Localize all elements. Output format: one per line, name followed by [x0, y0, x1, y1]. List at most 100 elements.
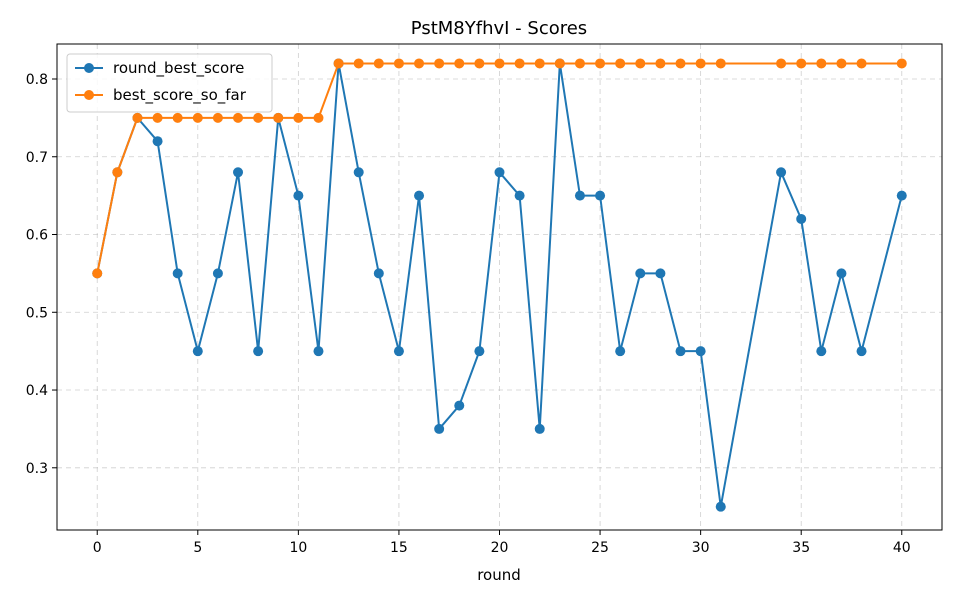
data-point: [615, 58, 626, 69]
x-tick-label: 10: [289, 540, 307, 556]
x-tick-label: 5: [193, 540, 202, 556]
data-point: [655, 58, 666, 69]
data-point: [816, 346, 827, 357]
legend-marker: [84, 90, 94, 100]
data-point: [393, 58, 404, 69]
data-point: [393, 346, 404, 357]
data-point: [675, 58, 686, 69]
data-point: [192, 112, 203, 123]
data-point: [695, 58, 706, 69]
data-point: [353, 58, 364, 69]
data-point: [715, 501, 726, 512]
x-axis: 0 5 10 15 20 25 30 35 40: [93, 530, 911, 556]
data-point: [655, 268, 666, 279]
data-point: [233, 112, 244, 123]
data-point: [574, 190, 585, 201]
data-point: [434, 58, 445, 69]
data-point: [554, 58, 565, 69]
legend-marker: [84, 63, 94, 73]
series-line: [96, 62, 903, 508]
data-point: [796, 58, 807, 69]
data-point: [595, 190, 606, 201]
data-point: [474, 58, 485, 69]
data-point: [253, 346, 264, 357]
data-point: [92, 268, 103, 279]
legend-label: round_best_score: [113, 59, 244, 78]
data-point: [293, 112, 304, 123]
data-point: [434, 423, 445, 434]
data-point: [635, 58, 646, 69]
legend-box: [66, 53, 273, 113]
data-point: [172, 268, 183, 279]
y-tick-label: 0.5: [26, 305, 48, 321]
data-point: [353, 167, 364, 178]
data-point: [494, 167, 505, 178]
x-axis-label: round: [477, 566, 521, 584]
y-tick-label: 0.8: [26, 72, 48, 88]
data-point: [534, 58, 545, 69]
y-tick-label: 0.6: [26, 228, 48, 244]
y-tick-label: 0.7: [26, 150, 48, 166]
x-tick-label: 15: [390, 540, 408, 556]
data-point: [152, 112, 163, 123]
data-point: [152, 136, 163, 147]
data-point: [132, 112, 143, 123]
data-point: [856, 58, 867, 69]
data-point: [494, 58, 505, 69]
data-point: [233, 167, 244, 178]
data-point: [856, 346, 867, 357]
data-point: [212, 112, 223, 123]
x-tick-label: 40: [893, 540, 911, 556]
data-point: [574, 58, 585, 69]
series-layer: [92, 58, 907, 512]
legend: round_best_score best_score_so_far: [66, 53, 273, 113]
data-point: [333, 58, 344, 69]
data-point: [776, 58, 787, 69]
data-point: [313, 112, 324, 123]
x-tick-label: 20: [491, 540, 509, 556]
y-axis: 0.3 0.4 0.5 0.6 0.7 0.8: [26, 72, 57, 477]
data-point: [454, 58, 465, 69]
data-point: [896, 58, 907, 69]
data-point: [253, 112, 264, 123]
data-point: [695, 346, 706, 357]
data-point: [373, 268, 384, 279]
data-point: [474, 346, 485, 357]
legend-label: best_score_so_far: [113, 86, 247, 105]
data-point: [514, 58, 525, 69]
x-tick-label: 25: [591, 540, 609, 556]
data-point: [514, 190, 525, 201]
data-point: [836, 58, 847, 69]
data-point: [675, 346, 686, 357]
data-point: [715, 58, 726, 69]
data-point: [414, 58, 425, 69]
data-point: [534, 423, 545, 434]
data-point: [615, 346, 626, 357]
data-point: [796, 213, 807, 224]
data-point: [896, 190, 907, 201]
series-round_best_score: [92, 58, 907, 512]
data-point: [414, 190, 425, 201]
x-tick-label: 0: [93, 540, 102, 556]
series-best_score_so_far: [92, 58, 907, 279]
data-point: [816, 58, 827, 69]
data-point: [776, 167, 787, 178]
x-tick-label: 30: [692, 540, 710, 556]
data-point: [212, 268, 223, 279]
data-point: [836, 268, 847, 279]
data-point: [313, 346, 324, 357]
data-point: [454, 400, 465, 411]
data-point: [172, 112, 183, 123]
data-point: [635, 268, 646, 279]
y-tick-label: 0.4: [26, 383, 48, 399]
y-tick-label: 0.3: [26, 461, 48, 477]
data-point: [293, 190, 304, 201]
data-point: [273, 112, 284, 123]
data-point: [112, 167, 123, 178]
data-point: [192, 346, 203, 357]
data-point: [595, 58, 606, 69]
chart-title: PstM8YfhvI - Scores: [411, 18, 587, 39]
x-tick-label: 35: [792, 540, 810, 556]
data-point: [373, 58, 384, 69]
